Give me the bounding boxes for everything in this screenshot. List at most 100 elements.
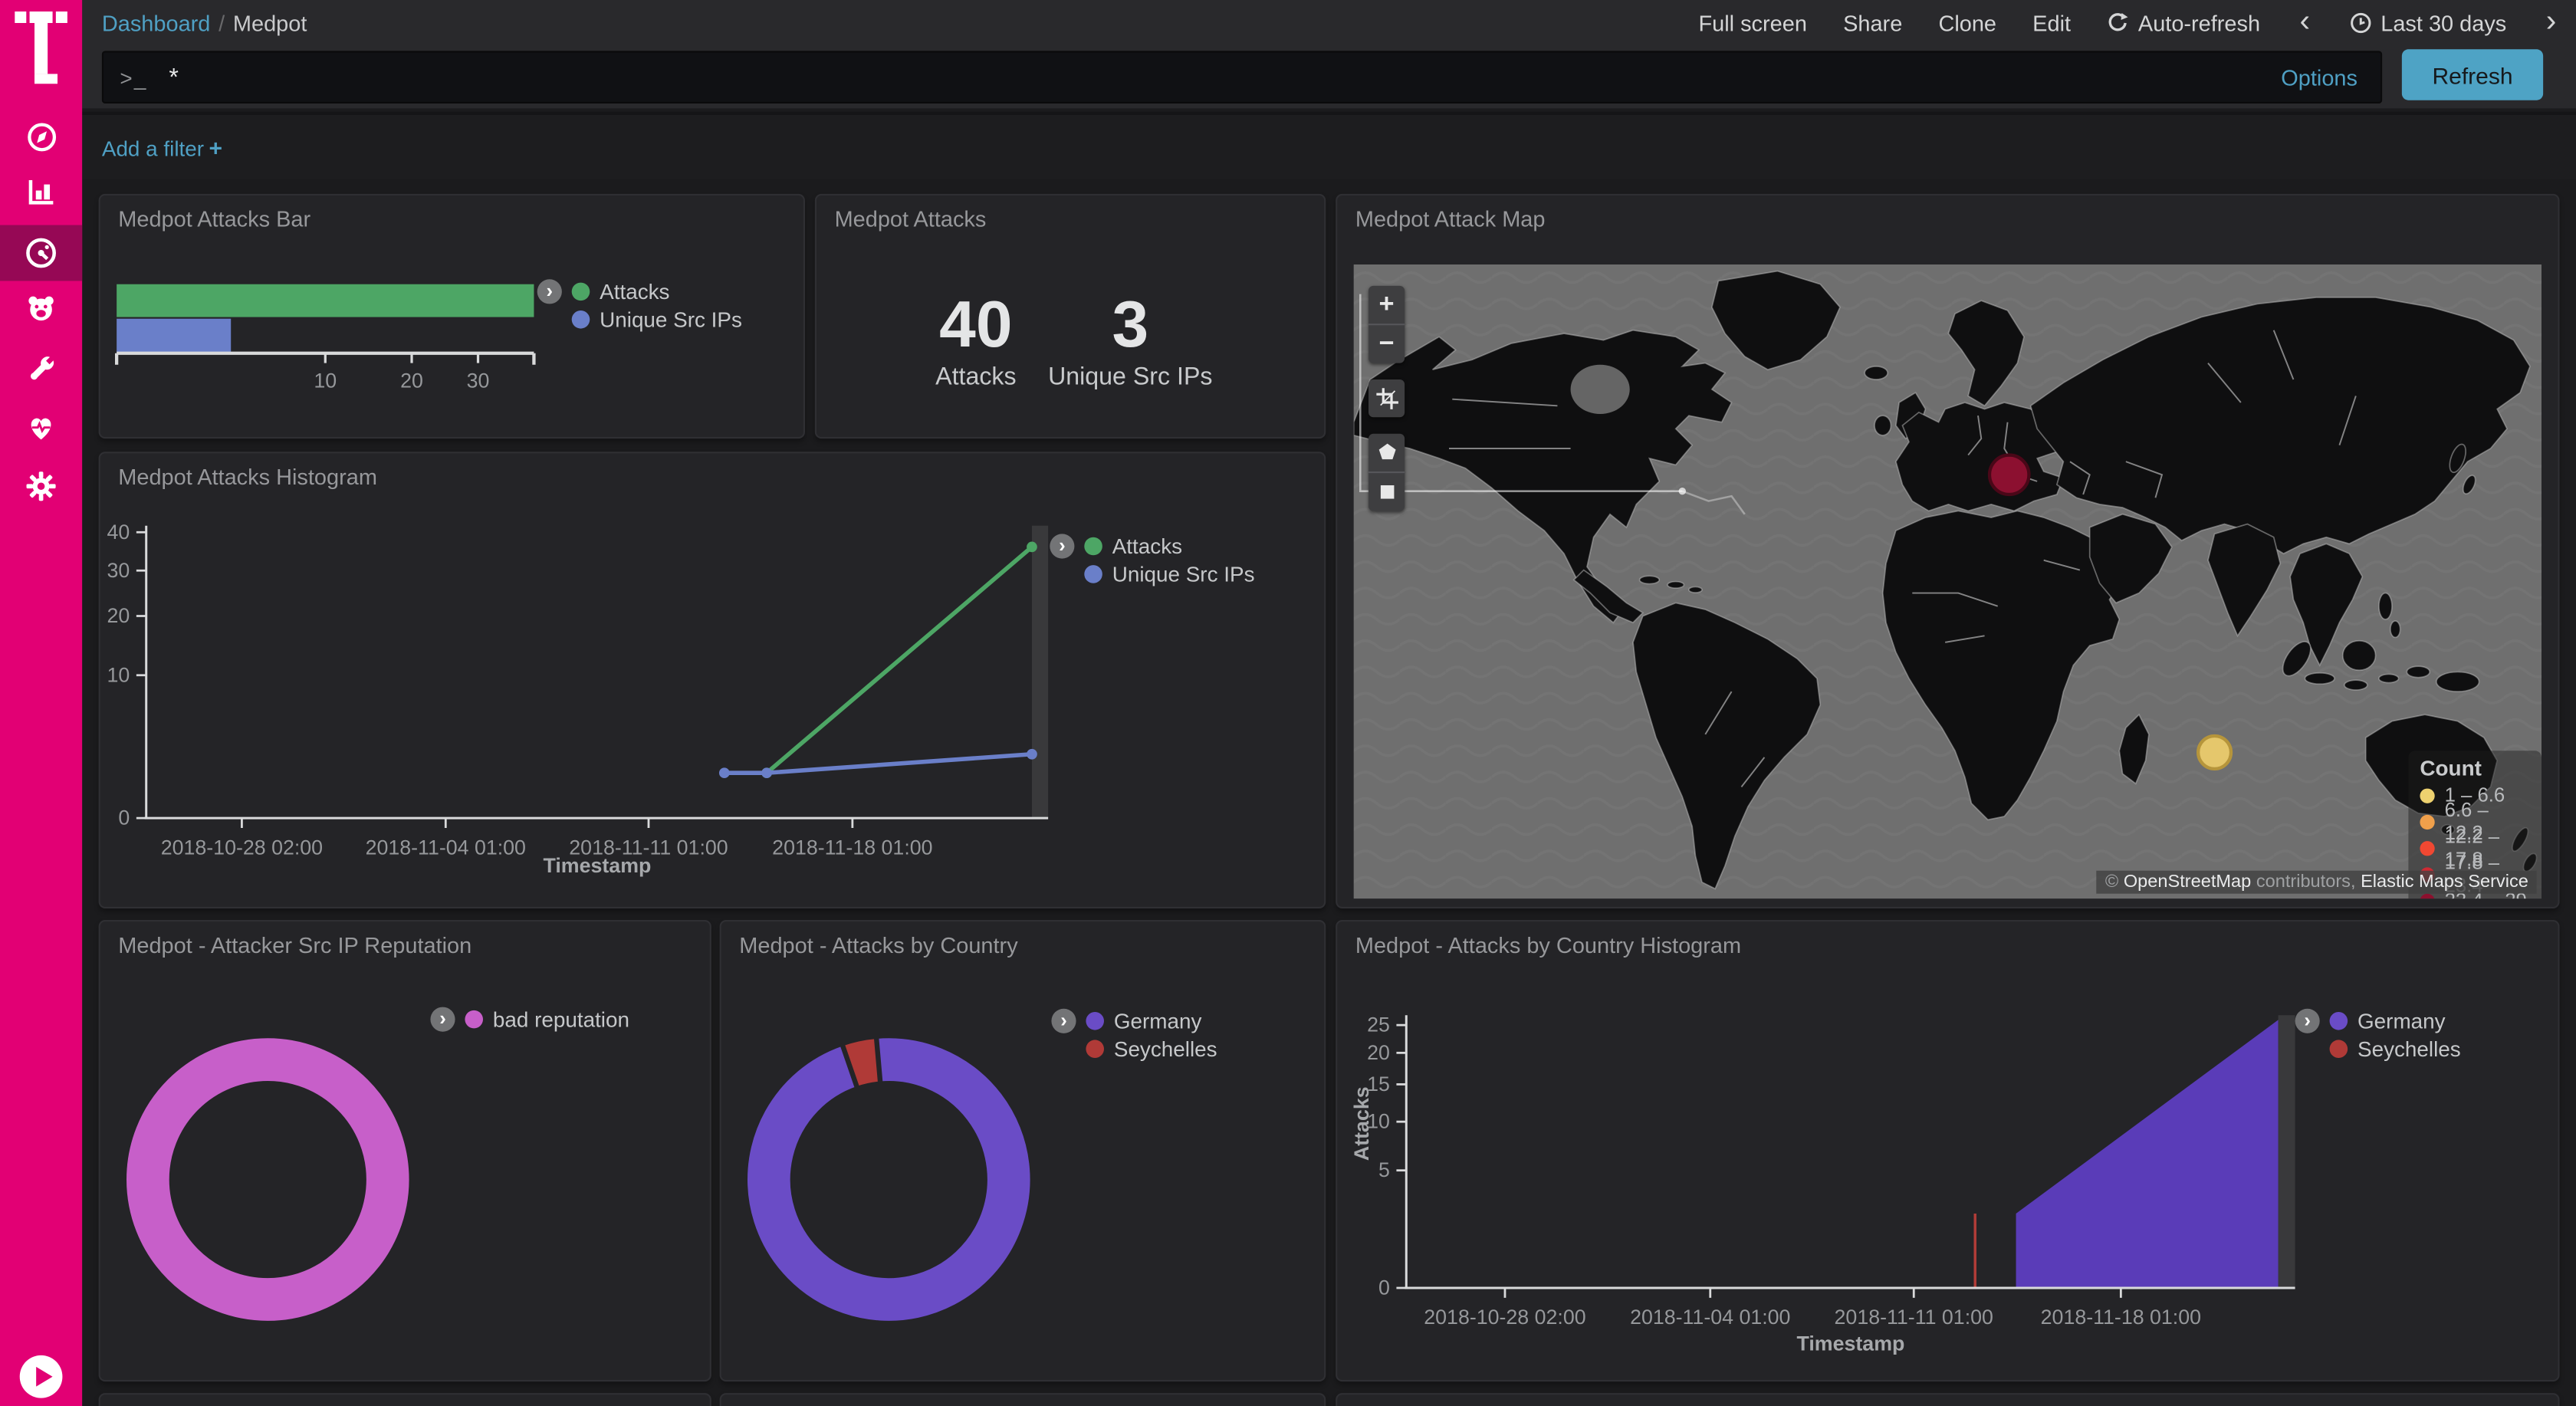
- panel-medpot-attacks-metric: Medpot Attacks 40 Attacks 3 Unique Src I…: [814, 193, 1326, 439]
- map-legend-range: 12.2 – 17.8: [2444, 824, 2500, 871]
- sidebar-item-dashboard[interactable]: [0, 225, 83, 281]
- metric-label: Attacks: [935, 363, 1017, 391]
- svg-text:2018-11-11 01:00: 2018-11-11 01:00: [1835, 1306, 1993, 1329]
- legend-expand-icon[interactable]: [537, 279, 562, 304]
- sidebar-expand-button[interactable]: [19, 1355, 63, 1398]
- legend-expand-icon[interactable]: [430, 1007, 455, 1032]
- time-forward-chevron-icon[interactable]: ›: [2545, 5, 2557, 40]
- legend-expand-icon[interactable]: [1050, 534, 1075, 559]
- openstreetmap-link[interactable]: OpenStreetMap: [2123, 872, 2252, 892]
- svg-text:2018-10-28 02:00: 2018-10-28 02:00: [1424, 1306, 1585, 1329]
- breadcrumb: Dashboard / Medpot: [102, 11, 307, 35]
- svg-text:20: 20: [1367, 1041, 1390, 1064]
- sidebar-item-visualize[interactable]: [0, 163, 82, 218]
- metric-value: 40: [939, 289, 1013, 362]
- line-chart[interactable]: 0 10 20 30 40 2018-10-28 02:00 2018-11-04 01:0…: [100, 486, 1324, 907]
- legend-dot: [1086, 1040, 1104, 1058]
- zoom-in-button[interactable]: +: [1378, 290, 1395, 318]
- donut-legend: Germany Seychelles: [1051, 1007, 1217, 1063]
- edit-button[interactable]: Edit: [2032, 10, 2072, 36]
- panel-medpot-attacks-histogram: Medpot Attacks Histogram 0 10 20 30 40 2018-1…: [98, 452, 1326, 908]
- map-point-germany: [1988, 453, 2031, 497]
- svg-text:10: 10: [314, 370, 337, 393]
- legend-dot: [1084, 537, 1102, 556]
- wrench-icon: [29, 356, 53, 379]
- time-range-picker[interactable]: Last 30 days: [2350, 11, 2506, 35]
- legend-dot: [571, 310, 590, 329]
- legend-item-bad-reputation[interactable]: bad reputation: [492, 1007, 629, 1032]
- query-bar: >_ * Options Refresh: [82, 46, 2576, 109]
- gear-icon: [26, 471, 56, 501]
- share-button[interactable]: Share: [1843, 10, 1903, 36]
- legend-item-unique-src-ips[interactable]: Unique Src IPs: [1112, 561, 1255, 586]
- elastic-maps-service-link[interactable]: Elastic Maps Service: [2361, 872, 2528, 892]
- panel-attacks-by-country-histogram: Medpot - Attacks by Country Histogram 0 5…: [1336, 920, 2560, 1382]
- clone-button[interactable]: Clone: [1938, 10, 1997, 36]
- map-legend-range: 1 – 6.6: [2444, 783, 2505, 807]
- svg-text:0: 0: [1378, 1276, 1390, 1299]
- panel-title: Medpot Attacks Bar: [118, 207, 311, 232]
- sidebar-item-management[interactable]: [0, 458, 82, 514]
- legend-item-germany[interactable]: Germany: [2358, 1008, 2446, 1033]
- legend-item-seychelles[interactable]: Seychelles: [2358, 1036, 2461, 1062]
- filter-bar: Add a filter +: [82, 111, 2576, 179]
- svg-text:10: 10: [107, 663, 130, 686]
- bar-chart[interactable]: 10 20 30: [110, 261, 547, 401]
- refresh-arrow-icon: [2109, 13, 2129, 31]
- legend-item-unique-src-ips[interactable]: Unique Src IPs: [600, 307, 742, 332]
- breadcrumb-dashboard-link[interactable]: Dashboard: [101, 10, 211, 36]
- fit-data-bounds-button[interactable]: [1368, 379, 1405, 417]
- panel-attacker-src-ip-reputation: Medpot - Attacker Src IP Reputation bad …: [98, 920, 711, 1382]
- sidebar-nav: [0, 0, 83, 1406]
- svg-text:30: 30: [467, 370, 490, 393]
- auto-refresh-button[interactable]: Auto-refresh: [2107, 11, 2260, 35]
- svg-text:30: 30: [107, 559, 130, 582]
- full-screen-button[interactable]: Full screen: [1698, 10, 1807, 36]
- metric-value: 3: [1112, 289, 1149, 362]
- legend-dot: [2420, 840, 2435, 856]
- sidebar-item-tpot[interactable]: [0, 281, 82, 337]
- donut-chart[interactable]: [120, 1032, 416, 1328]
- rectangle-icon: [1379, 485, 1394, 499]
- map-draw-controls: [1368, 433, 1405, 511]
- svg-text:2018-11-04 01:00: 2018-11-04 01:00: [366, 836, 526, 859]
- map-point-seychelles: [2196, 734, 2233, 770]
- crop-icon: [1375, 388, 1398, 409]
- y-axis-label: Attacks: [1350, 1086, 1374, 1161]
- donut-legend: bad reputation: [430, 1005, 629, 1033]
- map-fit-control: [1368, 379, 1405, 418]
- sidebar-item-devtools[interactable]: [0, 340, 82, 396]
- area-chart[interactable]: 0 5 10 15 20 25 2018-10-28 02:00 2018-11-04 01:…: [1337, 954, 2558, 1380]
- area-chart-legend: Germany Seychelles: [2295, 1007, 2461, 1063]
- query-options-link[interactable]: Options: [2281, 64, 2358, 90]
- svg-text:2018-10-28 02:00: 2018-10-28 02:00: [161, 836, 323, 859]
- donut-chart[interactable]: [741, 1032, 1037, 1328]
- draw-polygon-button[interactable]: [1368, 434, 1405, 471]
- panel-title: Medpot Attack Map: [1355, 207, 1546, 232]
- panel-medpot-attack-map: Medpot Attack Map: [1336, 193, 2560, 909]
- time-back-chevron-icon[interactable]: ‹: [2299, 5, 2311, 40]
- sidebar-item-discover[interactable]: [0, 108, 82, 164]
- draw-rectangle-button[interactable]: [1368, 471, 1405, 511]
- legend-item-attacks[interactable]: Attacks: [600, 279, 670, 304]
- panel-peek: [719, 1393, 1326, 1406]
- search-input[interactable]: >_ * Options: [101, 51, 2383, 103]
- add-filter-link[interactable]: Add a filter +: [101, 134, 223, 161]
- map-legend-title: Count: [2420, 755, 2482, 780]
- map-attribution: © OpenStreetMap contributors, Elastic Ma…: [2097, 870, 2537, 894]
- line-chart-legend: Attacks Unique Src IPs: [1050, 532, 1255, 588]
- map-graticule: [1359, 294, 1746, 515]
- sidebar-item-monitoring[interactable]: [0, 399, 82, 455]
- legend-expand-icon[interactable]: [2295, 1008, 2320, 1033]
- world-map[interactable]: + − Count 1 – 6.6 6.6 – 12.2: [1353, 264, 2542, 899]
- zoom-out-button[interactable]: −: [1368, 324, 1405, 363]
- legend-dot: [2420, 892, 2435, 899]
- panel-peek: [98, 1393, 711, 1406]
- svg-text:10: 10: [1367, 1110, 1390, 1133]
- legend-item-attacks[interactable]: Attacks: [1112, 534, 1183, 559]
- legend-expand-icon[interactable]: [1051, 1008, 1076, 1033]
- refresh-button[interactable]: Refresh: [2401, 49, 2544, 100]
- legend-item-germany[interactable]: Germany: [1113, 1008, 1202, 1033]
- legend-item-seychelles[interactable]: Seychelles: [1113, 1036, 1217, 1062]
